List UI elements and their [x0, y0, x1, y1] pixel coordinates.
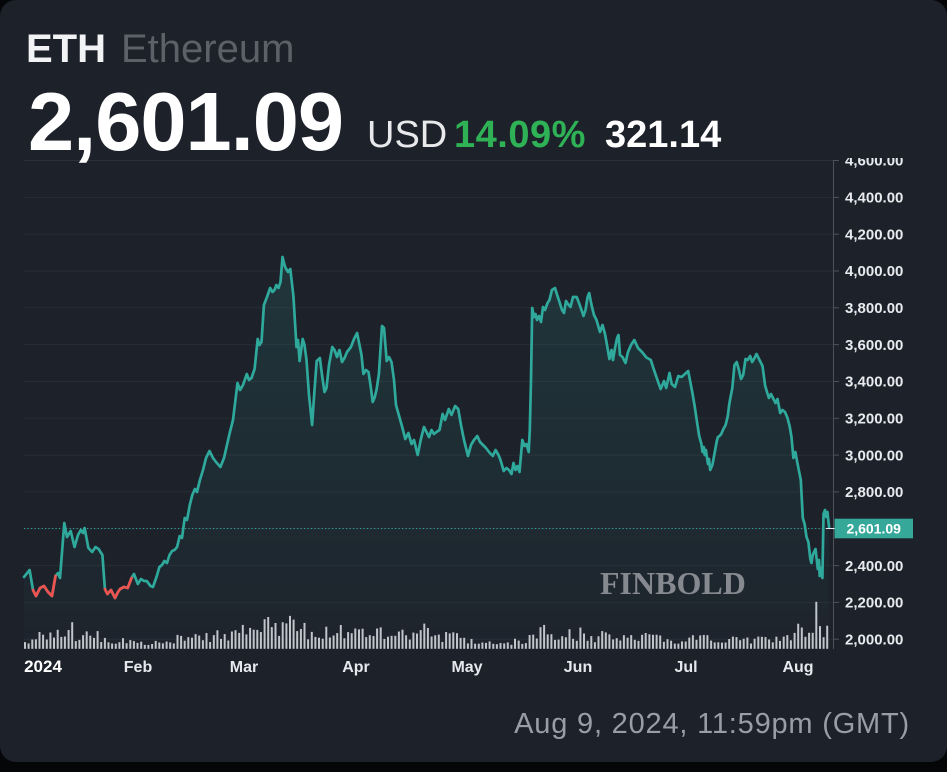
svg-text:4,200.00: 4,200.00 — [845, 226, 903, 243]
svg-text:4,000.00: 4,000.00 — [845, 263, 903, 280]
svg-text:2,800.00: 2,800.00 — [845, 484, 903, 501]
svg-text:3,800.00: 3,800.00 — [845, 300, 903, 317]
svg-text:3,000.00: 3,000.00 — [845, 447, 903, 464]
svg-text:2,200.00: 2,200.00 — [845, 595, 903, 612]
svg-text:FINBOLD: FINBOLD — [600, 565, 746, 601]
svg-text:May: May — [451, 659, 482, 676]
svg-text:Mar: Mar — [230, 659, 258, 676]
svg-text:Apr: Apr — [342, 659, 370, 676]
svg-text:3,400.00: 3,400.00 — [845, 374, 903, 391]
svg-text:2,601.09: 2,601.09 — [846, 521, 901, 537]
svg-text:3,200.00: 3,200.00 — [845, 411, 903, 428]
svg-text:4,400.00: 4,400.00 — [845, 190, 903, 207]
svg-text:3,600.00: 3,600.00 — [845, 337, 903, 354]
svg-text:2,400.00: 2,400.00 — [845, 558, 903, 575]
svg-text:Feb: Feb — [124, 659, 153, 676]
svg-text:2024: 2024 — [24, 657, 62, 676]
svg-text:2,000.00: 2,000.00 — [845, 631, 903, 648]
svg-text:Aug: Aug — [782, 659, 813, 676]
svg-text:Jun: Jun — [564, 659, 592, 676]
svg-text:Jul: Jul — [674, 659, 697, 676]
